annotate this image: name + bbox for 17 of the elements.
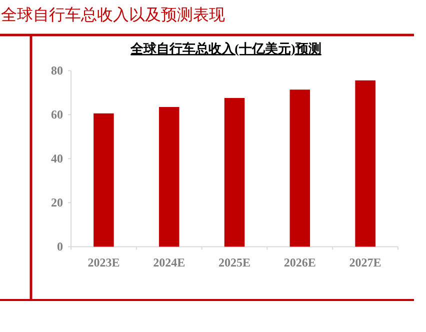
bar xyxy=(94,113,114,247)
chart-title: 全球自行车总收入以及预测表现 xyxy=(1,6,225,24)
bar xyxy=(355,80,376,247)
y-tick-label: 40 xyxy=(51,152,63,166)
x-tick-label: 2023E xyxy=(88,256,120,270)
y-tick-label: 0 xyxy=(57,240,63,254)
y-tick-label: 20 xyxy=(51,196,63,210)
bar xyxy=(224,98,245,247)
chart-subtitle: 全球自行车总收入(十亿美元)预测 xyxy=(130,41,322,56)
bar xyxy=(158,107,180,247)
x-tick-label: 2026E xyxy=(284,256,316,270)
x-tick-label: 2024E xyxy=(153,256,186,270)
x-tick-label: 2025E xyxy=(218,256,251,270)
x-tick-label: 2027E xyxy=(349,256,382,270)
y-tick-label: 80 xyxy=(51,64,63,78)
bar xyxy=(290,90,310,247)
y-tick-label: 60 xyxy=(51,108,63,122)
